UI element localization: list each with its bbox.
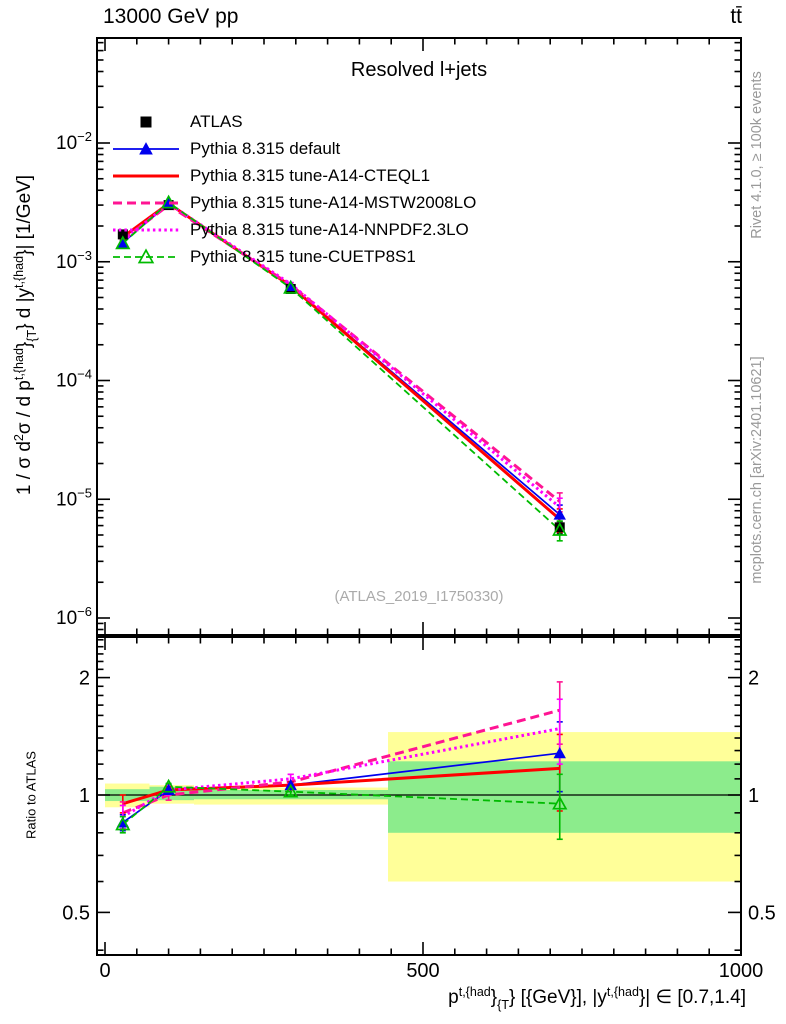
svg-text:10−2: 10−2 xyxy=(56,129,92,154)
svg-text:10−5: 10−5 xyxy=(56,485,92,510)
legend-swatch-line xyxy=(113,201,179,204)
beam-energy-label: 13000 GeV pp xyxy=(103,5,239,28)
legend-item: Pythia 8.315 default xyxy=(110,135,476,162)
ratio-axis-title: Ratio to ATLAS xyxy=(23,751,39,839)
svg-text:0.5: 0.5 xyxy=(62,902,90,924)
legend-item: Pythia 8.315 tune-A14-MSTW2008LO xyxy=(110,189,476,216)
band-green xyxy=(388,761,741,833)
legend-item: Pythia 8.315 tune-CUETP8S1 xyxy=(110,243,476,270)
rivet-version-note: Rivet 4.1.0, ≥ 100k events xyxy=(749,71,765,239)
legend-item: Pythia 8.315 tune-A14-CTEQL1 xyxy=(110,162,476,189)
svg-text:0: 0 xyxy=(99,960,110,982)
ratio-frame xyxy=(96,636,742,956)
svg-text:10−4: 10−4 xyxy=(56,367,92,392)
svg-text:1: 1 xyxy=(748,785,759,807)
process-label: tt̄ xyxy=(730,5,742,28)
legend-item: ATLAS xyxy=(110,108,476,135)
axis-ticks xyxy=(97,38,742,955)
series-line-pythia-8-315-tune-a14-mstw2008lo xyxy=(121,203,561,815)
legend-label: Pythia 8.315 tune-A14-NNPDF2.3LO xyxy=(190,219,469,239)
main-frame xyxy=(96,37,742,636)
series-line-pythia-8-315-default xyxy=(122,202,561,824)
svg-text:0.5: 0.5 xyxy=(748,902,776,924)
legend-swatch-square-filled xyxy=(140,116,152,127)
legend-swatch-line xyxy=(113,174,179,177)
legend-label: Pythia 8.315 tune-A14-MSTW2008LO xyxy=(190,192,477,212)
svg-text:10−6: 10−6 xyxy=(56,604,92,629)
svg-text:2: 2 xyxy=(748,668,759,690)
legend-label: Pythia 8.315 tune-A14-CTEQL1 xyxy=(190,165,431,185)
mcplots-citation-note: mcplots.cern.ch [arXiv:2401.10621] xyxy=(749,356,765,584)
legend-label: Pythia 8.315 tune-CUETP8S1 xyxy=(190,246,416,266)
plot-title: Resolved l+jets xyxy=(350,59,488,81)
legend-swatch-triangle-open xyxy=(113,247,179,263)
series-line-pythia-8-315-tune-cuetp8s1 xyxy=(122,201,561,826)
x-axis-title: pt,{had}{T} [{GeV}], |yt,{had}| ∈ [0.7,1… xyxy=(448,985,746,1012)
legend-swatch-line xyxy=(113,228,179,231)
svg-text:500: 500 xyxy=(406,960,439,982)
svg-text:2: 2 xyxy=(79,668,90,690)
y-axis-title: 1 / σ d2σ / d pt,{had}{T} d |yt,{had}| [… xyxy=(12,174,39,496)
legend-label: ATLAS xyxy=(190,111,243,131)
svg-text:1000: 1000 xyxy=(719,960,764,982)
legend: ATLAS Pythia 8.315 default Pythia 8.315 tu… xyxy=(110,108,476,270)
axis-tick-labels: 0 500 1000 10−2 10−3 10−4 10−5 10−6 2 2 1 1 0.5 0.5 xyxy=(56,129,776,982)
legend-swatch-triangle-filled xyxy=(113,141,179,154)
legend-label: Pythia 8.315 default xyxy=(190,138,341,158)
series-line-pythia-8-315-tune-a14-cteql1 xyxy=(121,201,561,806)
svg-text:1: 1 xyxy=(79,785,90,807)
analysis-watermark: (ATLAS_2019_I1750330) xyxy=(334,588,504,605)
svg-text:10−3: 10−3 xyxy=(56,248,92,273)
series-line-pythia-8-315-tune-a14-nnpdf2-3lo xyxy=(121,201,561,818)
legend-item: Pythia 8.315 tune-A14-NNPDF2.3LO xyxy=(110,216,476,243)
